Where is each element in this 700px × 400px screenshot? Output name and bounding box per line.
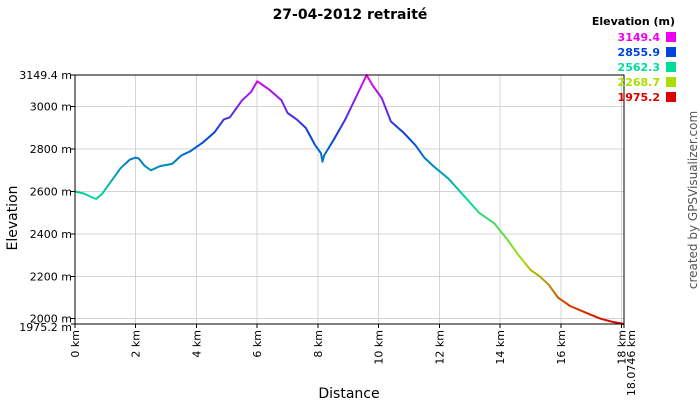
x-tick-label: 2 km <box>130 330 143 358</box>
y-axis-label: Elevation <box>5 185 21 250</box>
axis-layer <box>71 74 625 328</box>
elevation-point <box>505 237 507 239</box>
elevation-point <box>92 197 94 199</box>
elevation-point <box>180 154 182 157</box>
elevation-point <box>478 212 480 214</box>
elevation-point <box>189 150 191 152</box>
elevation-point <box>296 118 298 120</box>
elevation-point <box>95 198 97 200</box>
legend-swatch <box>666 62 676 72</box>
elevation-point <box>138 158 140 160</box>
legend-swatch <box>666 32 676 42</box>
elevation-point <box>530 269 532 271</box>
grid-layer <box>75 75 624 324</box>
legend-entry-label: 2562.3 <box>618 61 660 74</box>
elevation-point <box>223 118 225 120</box>
elevation-point <box>241 99 243 101</box>
elevation-series-line <box>74 74 625 325</box>
elevation-point <box>557 296 559 299</box>
y-tick-label: 3149.4 m <box>19 69 72 82</box>
legend-title: Elevation (m) <box>592 15 675 28</box>
elevation-point <box>423 157 425 159</box>
y-tick-label: 2400 m <box>30 228 72 241</box>
series-layer <box>74 74 625 325</box>
legend-entry-label: 3149.4 <box>618 31 661 44</box>
x-tick-label: 18 km <box>616 330 629 365</box>
elevation-point <box>150 169 152 171</box>
elevation-point <box>268 89 270 91</box>
x-tick-label: 6 km <box>251 330 264 358</box>
elevation-point <box>323 154 325 157</box>
x-tick-label: 4 km <box>190 330 203 358</box>
legend-entry-label: 2268.7 <box>618 76 660 89</box>
elevation-point <box>256 80 258 82</box>
elevation-point <box>463 195 465 197</box>
elevation-point <box>129 159 131 161</box>
elevation-point <box>356 93 359 95</box>
elevation-point <box>314 144 316 146</box>
x-tick-label: 18.0746 km <box>625 330 638 396</box>
elevation-point <box>101 193 103 195</box>
elevation-point <box>202 142 204 144</box>
elevation-point <box>390 120 392 123</box>
legend-entry-label: 2855.9 <box>618 46 660 59</box>
elevation-point <box>381 97 383 99</box>
legend-swatch <box>666 47 676 57</box>
legend-entry-label: 1975.2 <box>618 91 660 104</box>
elevation-point <box>159 165 161 167</box>
elevation-point <box>517 254 520 256</box>
elevation-point <box>135 157 137 159</box>
elevation-point <box>305 127 307 129</box>
x-tick-label: 8 km <box>312 330 325 358</box>
x-tick-label: 0 km <box>69 330 82 358</box>
x-tick-label: 14 km <box>494 330 507 365</box>
elevation-point <box>539 275 541 277</box>
x-axis-label: Distance <box>318 386 379 400</box>
elevation-point <box>110 180 112 182</box>
elevation-point <box>262 84 264 87</box>
x-tick-label: 16 km <box>555 330 568 365</box>
elevation-point <box>612 321 614 323</box>
elevation-point <box>120 167 122 169</box>
elevation-point <box>402 131 404 133</box>
elevation-point <box>548 284 550 286</box>
legend-swatch <box>666 77 676 87</box>
credit-text: created by GPSVisualizer.com <box>686 111 700 289</box>
y-tick-label: 3000 m <box>30 101 72 114</box>
legend-swatch <box>666 92 676 102</box>
elevation-point <box>83 193 85 195</box>
chart-title: 27-04-2012 retraité <box>273 7 428 23</box>
legend: Elevation (m) 3149.4 2855.9 2562.3 2268.7 19… <box>592 15 676 104</box>
elevation-point <box>287 112 289 114</box>
plot-frame <box>74 74 625 325</box>
elevation-point <box>448 178 450 180</box>
x-tick-label: 12 km <box>433 330 446 365</box>
elevation-point <box>229 116 231 118</box>
elevation-point <box>569 305 571 307</box>
elevation-point <box>280 99 283 101</box>
elevation-point <box>372 84 374 87</box>
elevation-point <box>171 163 173 165</box>
elevation-point <box>344 118 346 120</box>
elevation-point <box>414 144 416 146</box>
elevation-point <box>432 165 434 167</box>
elevation-point <box>320 152 322 154</box>
elevation-point <box>321 161 324 163</box>
y-tick-label: 1975.2 m <box>19 321 72 334</box>
elevation-point <box>599 318 602 320</box>
tick-layer: 0 km 2 km 4 km 6 km 8 km 10 km 12 km 14 km 16 km… <box>19 69 638 396</box>
y-tick-label: 2600 m <box>30 186 72 199</box>
elevation-point <box>144 165 146 167</box>
y-tick-label: 2000 m <box>30 313 72 326</box>
x-tick-label: 10 km <box>373 330 386 365</box>
elevation-point <box>584 311 586 313</box>
y-tick-label: 2800 m <box>30 143 72 156</box>
elevation-point <box>493 222 495 224</box>
y-tick-label: 2200 m <box>30 270 72 283</box>
elevation-point <box>214 131 216 133</box>
elevation-point <box>332 140 334 142</box>
elevation-point <box>250 91 252 93</box>
